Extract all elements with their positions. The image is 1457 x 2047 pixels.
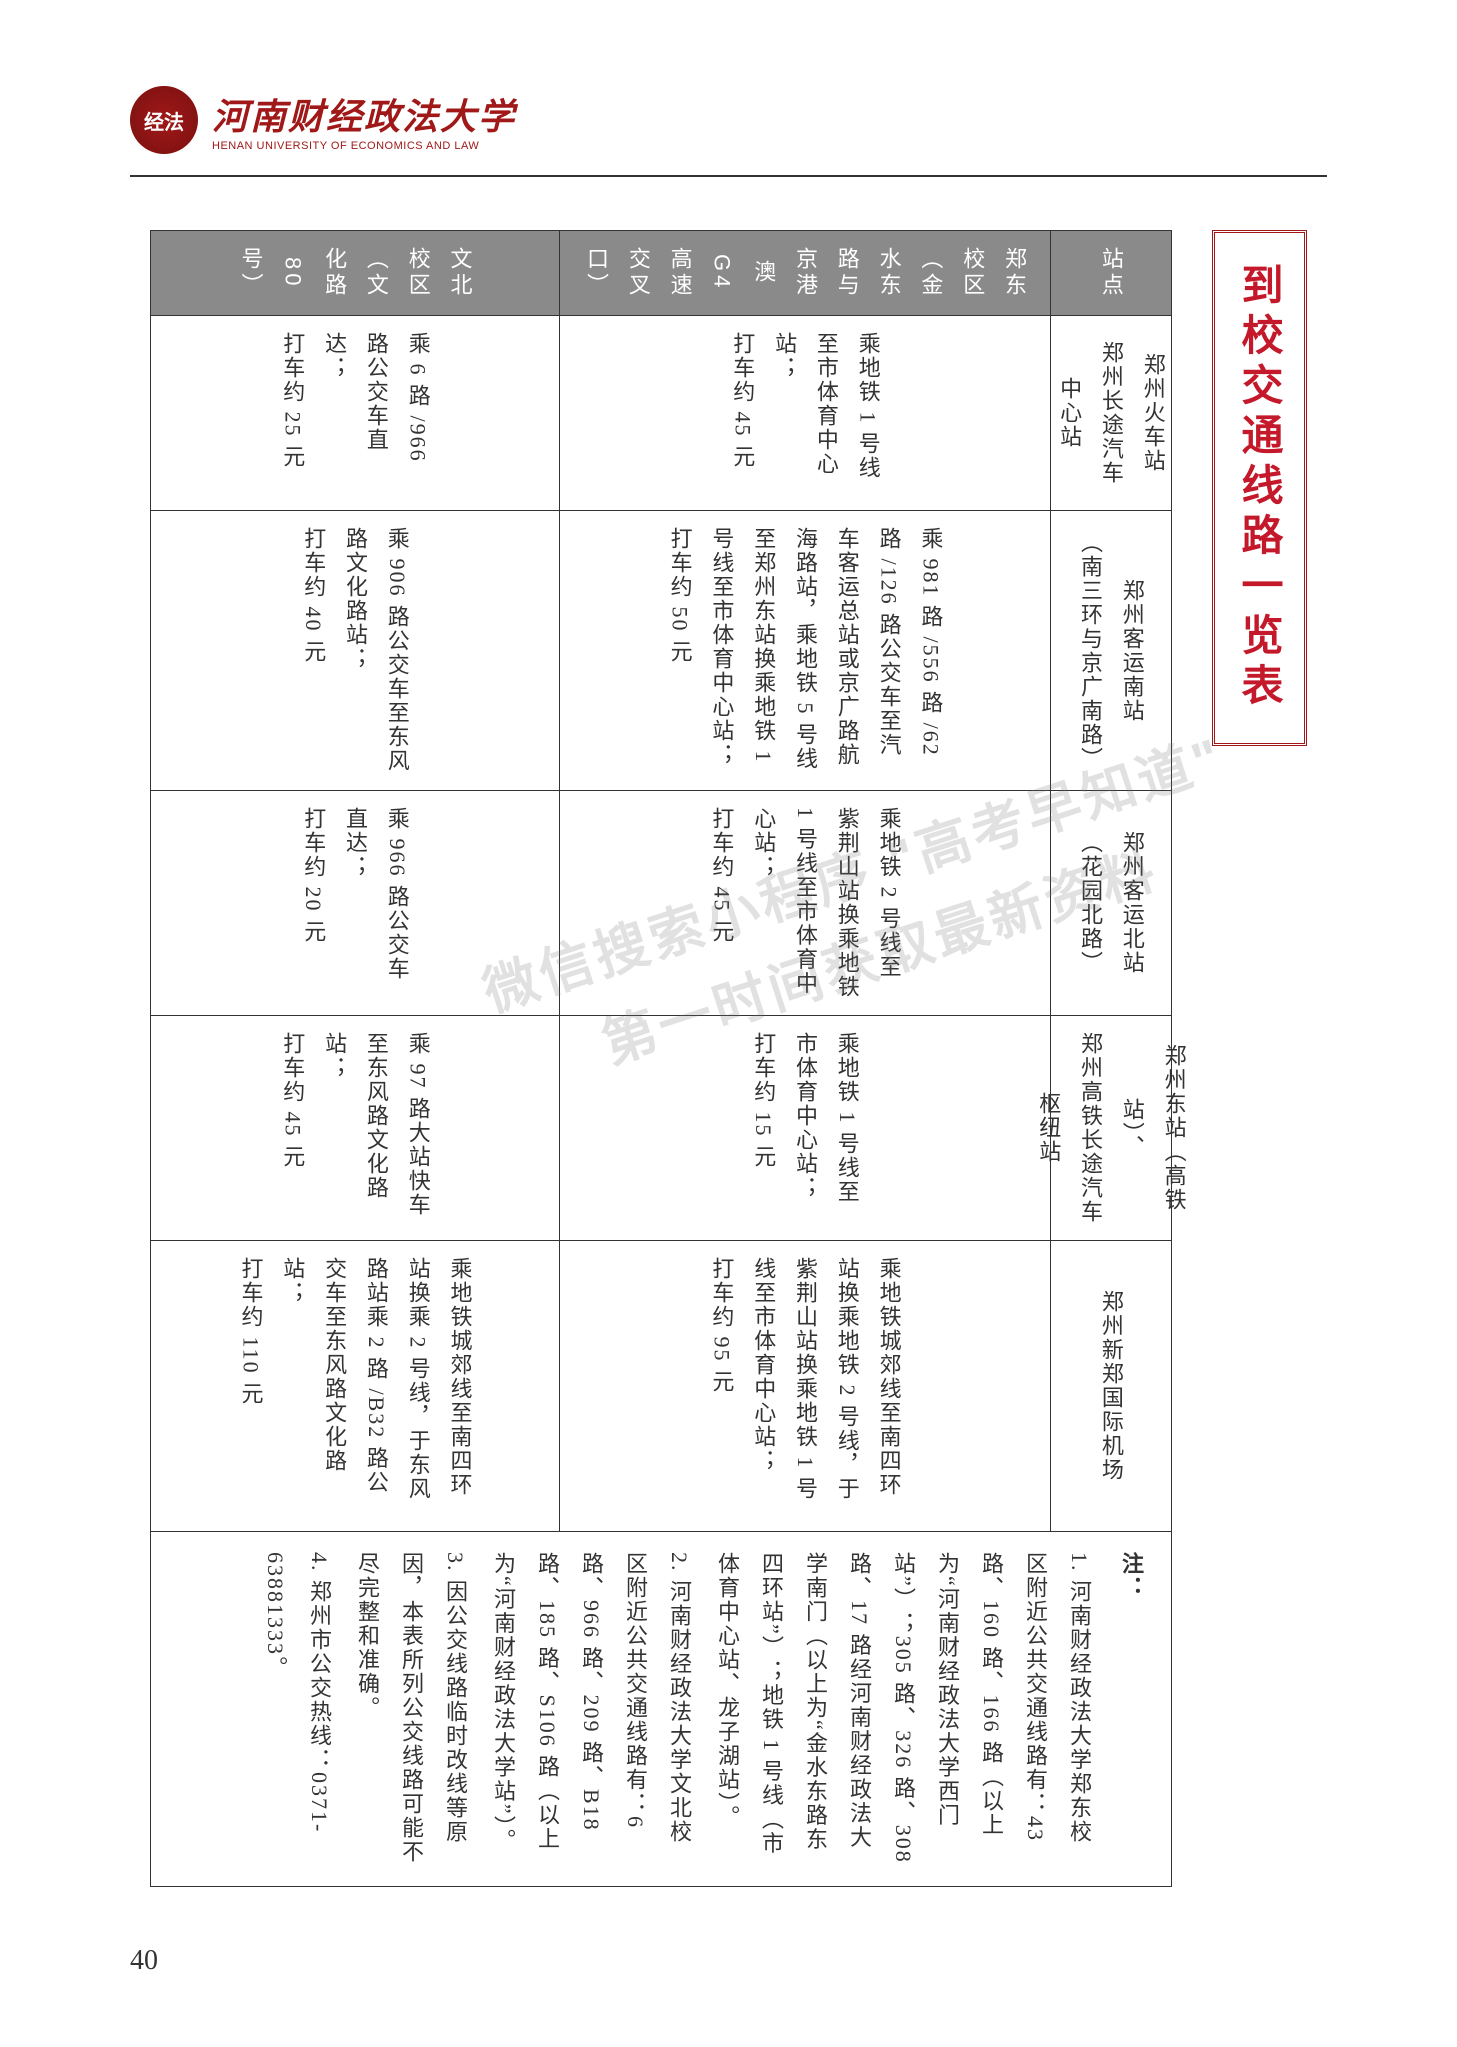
note-line-4: 4. 郑州市公交热线：0371-63881333。 [253,1552,341,1866]
north-r3: 乘 966 路公交车直达； 打车约 20 元 [151,791,559,1016]
document-page: 经法 河南财经政法大学 HENAN UNIVERSITY OF ECONOMIC… [0,0,1457,2047]
note-line-1: 1. 河南财经政法大学郑东校区附近公共交通线路有：43 路、160 路、166 … [705,1552,1101,1866]
col-north: 文北校区（文化路 80 号） 乘 6 路 /966 路公交车直达； 打车约 25… [151,231,560,1531]
page-title: 到校交通线路一览表 [1212,230,1307,746]
east-r1: 乘地铁 1 号线至市体育中心站； 打车约 45 元 [560,316,1050,511]
route-table: 站点 郑州火车站 郑州长途汽车中心站 郑州客运南站 （南三环与京广南路） 郑州客… [150,230,1172,1887]
page-number: 40 [130,1945,158,1977]
note-line-2: 2. 河南财经政法大学文北校区附近公共交通线路有：6 路、966 路、209 路… [481,1552,701,1866]
col-east: 郑东校区（金水东路与京港澳 G4 高速交叉口） 乘地铁 1 号线至市体育中心站；… [560,231,1051,1531]
header-rule [130,175,1327,177]
east-r3: 乘地铁 2 号线至紫荆山站换乘地铁 1 号线至市体育中心站； 打车约 45 元 [560,791,1050,1016]
station-r3: 郑州客运北站 （花园北路） [1051,791,1171,1016]
north-r5: 乘地铁城郊线至南四环站换乘 2 号线，于东风路站乘 2 路 /B32 路公交车至… [151,1241,559,1531]
notes-row: 注：1. 河南财经政法大学郑东校区附近公共交通线路有：43 路、160 路、16… [151,1531,1171,1886]
station-r2: 郑州客运南站 （南三环与京广南路） [1051,511,1171,791]
university-logo: 经法 [130,86,198,154]
station-r5: 郑州新郑国际机场 [1051,1241,1171,1531]
station-r4: 郑州东站（高铁站）、 郑州高铁长途汽车枢纽站 [1051,1016,1171,1241]
north-r4: 乘 97 路大站快车至东风路文化路站； 打车约 45 元 [151,1016,559,1241]
station-r1: 郑州火车站 郑州长途汽车中心站 [1051,316,1171,511]
university-name-block: 河南财经政法大学 HENAN UNIVERSITY OF ECONOMICS A… [212,88,516,152]
note-line-3: 3. 因公交线路临时改线等原因，本表所列公交线路可能不尽完整和准确。 [345,1552,477,1866]
content-area: 到校交通线路一览表 站点 郑州火车站 郑州长途汽车中心站 郑州客运南站 （南三环… [150,230,1307,1887]
east-r4: 乘地铁 1 号线至市体育中心站； 打车约 15 元 [560,1016,1050,1241]
university-name-cn: 河南财经政法大学 [212,88,516,140]
north-r1: 乘 6 路 /966 路公交车直达； 打车约 25 元 [151,316,559,511]
col-station: 站点 郑州火车站 郑州长途汽车中心站 郑州客运南站 （南三环与京广南路） 郑州客… [1051,231,1171,1531]
header-east: 郑东校区（金水东路与京港澳 G4 高速交叉口） [560,231,1050,316]
header-north: 文北校区（文化路 80 号） [151,231,559,316]
north-r2: 乘 906 路公交车至东风路文化路站； 打车约 40 元 [151,511,559,791]
university-name-en: HENAN UNIVERSITY OF ECONOMICS AND LAW [212,140,516,152]
page-header: 经法 河南财经政法大学 HENAN UNIVERSITY OF ECONOMIC… [130,80,1327,160]
east-r2: 乘 981 路 /556 路 /62 路 /126 路公交车至汽车客运总站或京广… [560,511,1050,791]
logo-char: 经法 [144,106,184,135]
title-wrap: 到校交通线路一览表 [1212,230,1307,1887]
east-r5: 乘地铁城郊线至南四环站换乘地铁 2 号线，于紫荆山站换乘地铁 1 号线至市体育中… [560,1241,1050,1531]
notes-title: 注： [1109,1552,1153,1600]
header-station: 站点 [1051,231,1171,316]
